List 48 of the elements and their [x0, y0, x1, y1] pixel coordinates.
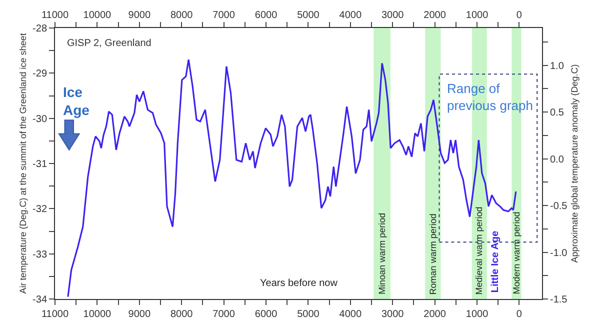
y-tick-label: -28 — [32, 24, 48, 34]
x2-tick-label: 3000 — [381, 309, 404, 320]
y2-tick-label: 0.0 — [550, 154, 564, 166]
x-tick-label: 11000 — [41, 10, 69, 21]
band-label: Modern warm period — [512, 212, 522, 294]
band-label: Minoan warm period — [376, 212, 387, 294]
y2-tick-label: -1.5 — [550, 294, 568, 306]
x2-tick-label: 7000 — [212, 309, 236, 320]
y-tick-label: -29 — [32, 68, 48, 80]
band-label: Roman warm period — [428, 214, 438, 295]
y-axis-title: Air temperature (Deg.C) at the summit of the Greenland ice sheet — [18, 32, 28, 294]
x2-tick-label: 2000 — [424, 309, 446, 320]
x-tick-label: 6000 — [254, 10, 278, 21]
band-label: Medieval warm period — [474, 206, 484, 295]
x-tick-label: 7000 — [212, 10, 236, 21]
x2-tick-label: 0 — [516, 309, 522, 320]
y-tick-label: -34 — [32, 294, 48, 306]
x-tick-label: 5000 — [297, 10, 320, 21]
y2-tick-label: 0.5 — [550, 108, 564, 119]
x2-tick-label: 9000 — [128, 309, 151, 320]
y-tick-label: -33 — [32, 249, 48, 260]
x-tick-label: 1000 — [466, 10, 489, 21]
y-tick-label: -31 — [32, 159, 48, 170]
x-tick-label: 8000 — [170, 10, 194, 21]
y-tick-label: -30 — [32, 114, 48, 125]
x2-tick-label: 8000 — [170, 309, 194, 320]
x-axis-title: Years before now — [260, 278, 338, 289]
annotation: Little Ice Age — [490, 230, 501, 293]
x2-tick-label: 10000 — [83, 309, 112, 320]
x2-tick-label: 6000 — [254, 309, 278, 320]
x-tick-label: 2000 — [424, 10, 446, 21]
x-tick-label: 4000 — [339, 10, 362, 21]
y-tick-label: -32 — [32, 204, 48, 216]
x2-tick-label: 1000 — [466, 309, 489, 320]
y2-tick-label: -1.0 — [550, 248, 568, 259]
y2-tick-label: -0.5 — [550, 201, 568, 212]
annotation: Ice Age — [63, 84, 90, 118]
x-tick-label: 3000 — [381, 10, 404, 21]
x2-tick-label: 4000 — [339, 309, 362, 320]
x-tick-label: 0 — [516, 10, 522, 21]
x2-tick-label: 11000 — [41, 309, 69, 320]
x-tick-label: 10000 — [83, 10, 112, 21]
annotation: Range of previous graph — [447, 81, 533, 113]
y2-tick-label: 1.0 — [550, 60, 564, 72]
x-tick-label: 9000 — [128, 10, 151, 21]
annotation: GISP 2, Greenland — [67, 38, 152, 49]
y2-axis-title: Approximate global temperature anomaly (Deg.C) — [569, 64, 580, 263]
x2-tick-label: 5000 — [297, 309, 320, 320]
